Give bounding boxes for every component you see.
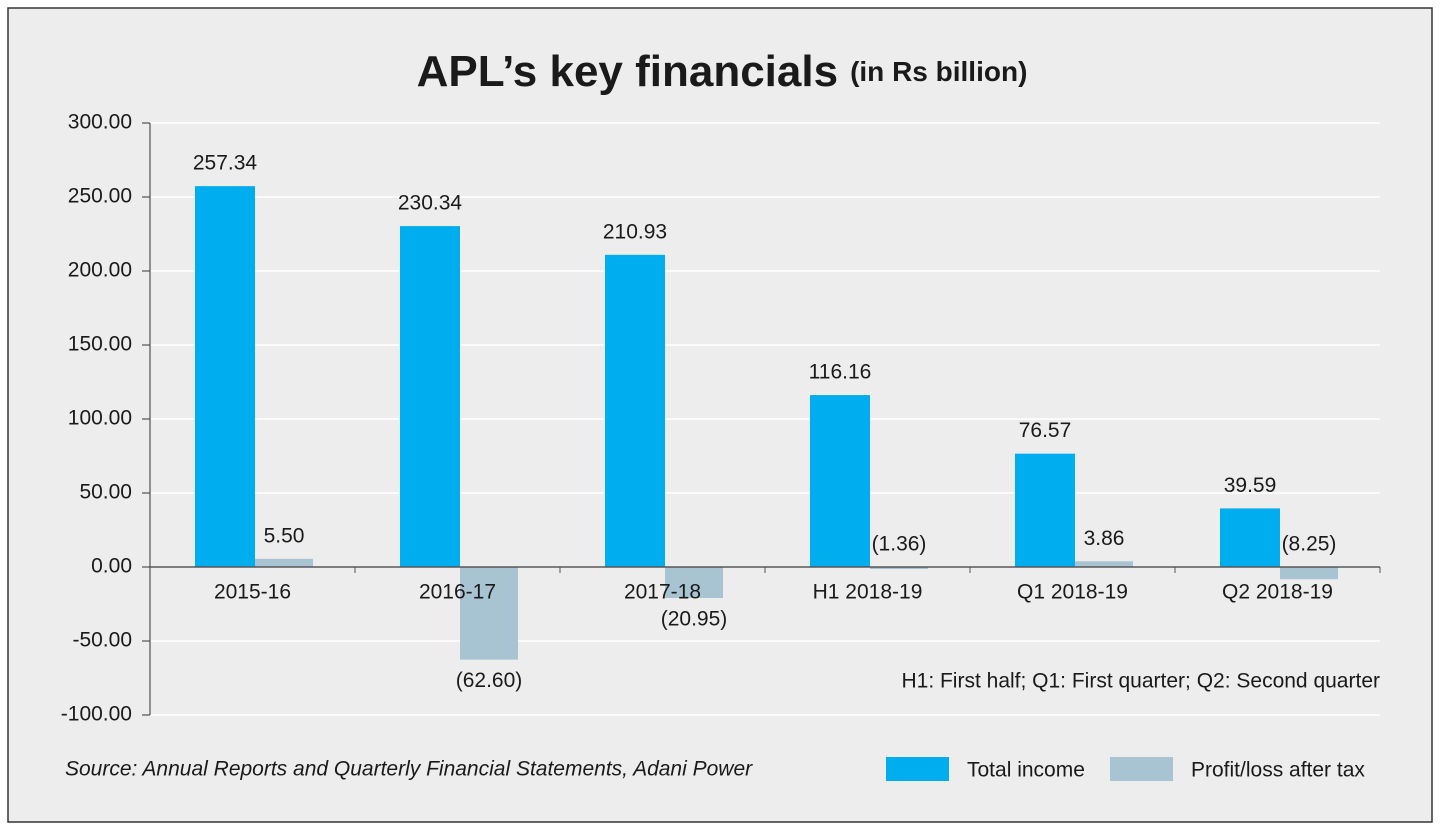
value-label: (62.60) bbox=[456, 669, 523, 692]
y-tick-label: 300.00 bbox=[68, 111, 132, 134]
y-tick-label: 250.00 bbox=[68, 185, 132, 208]
legend-swatch bbox=[886, 757, 949, 781]
legend-label: Profit/loss after tax bbox=[1191, 759, 1365, 782]
bar bbox=[1015, 453, 1075, 567]
x-tick-label: 2016-17 bbox=[419, 581, 496, 604]
note: H1: First half; Q1: First quarter; Q2: S… bbox=[901, 670, 1380, 693]
x-tick-label: 2015-16 bbox=[214, 581, 291, 604]
bar bbox=[665, 567, 723, 599]
bar bbox=[810, 395, 870, 567]
value-label: 116.16 bbox=[809, 361, 872, 384]
chart-title: APL’s key financials bbox=[417, 47, 838, 96]
y-tick-label: -100.00 bbox=[61, 703, 132, 726]
bar bbox=[870, 567, 928, 570]
value-label: 230.34 bbox=[398, 192, 463, 215]
value-label: 5.50 bbox=[264, 524, 305, 547]
legend-label: Total income bbox=[967, 759, 1085, 782]
bar bbox=[195, 186, 255, 568]
y-tick-label: -50.00 bbox=[72, 629, 132, 652]
bar bbox=[255, 558, 313, 567]
chart-subtitle: (in Rs billion) bbox=[850, 56, 1027, 87]
x-tick-label: H1 2018-19 bbox=[813, 581, 923, 604]
y-tick-label: 100.00 bbox=[68, 407, 132, 430]
value-label: 210.93 bbox=[603, 220, 667, 243]
value-label: (8.25) bbox=[1282, 533, 1337, 556]
value-label: (1.36) bbox=[872, 533, 927, 556]
bar bbox=[1075, 561, 1133, 567]
y-tick-label: 50.00 bbox=[79, 481, 132, 504]
y-tick-label: 150.00 bbox=[68, 333, 132, 356]
value-label: 3.86 bbox=[1084, 527, 1125, 550]
x-tick-label: Q1 2018-19 bbox=[1017, 581, 1128, 604]
x-tick-label: 2017-18 bbox=[624, 581, 701, 604]
chart-heading: APL’s key financials (in Rs billion) bbox=[417, 47, 1028, 96]
value-label: 39.59 bbox=[1224, 474, 1277, 497]
value-label: 257.34 bbox=[193, 152, 258, 175]
bar bbox=[605, 254, 665, 567]
y-tick-label: 200.00 bbox=[68, 259, 132, 282]
bar bbox=[400, 226, 460, 567]
value-label: (20.95) bbox=[661, 608, 728, 631]
y-tick-label: 0.00 bbox=[91, 555, 132, 578]
bar bbox=[1280, 567, 1338, 580]
bar bbox=[1220, 508, 1280, 567]
value-label: 76.57 bbox=[1019, 419, 1072, 442]
legend-swatch bbox=[1110, 757, 1173, 781]
bar bbox=[460, 567, 518, 660]
source: Source: Annual Reports and Quarterly Fin… bbox=[65, 758, 753, 781]
x-tick-label: Q2 2018-19 bbox=[1222, 581, 1333, 604]
